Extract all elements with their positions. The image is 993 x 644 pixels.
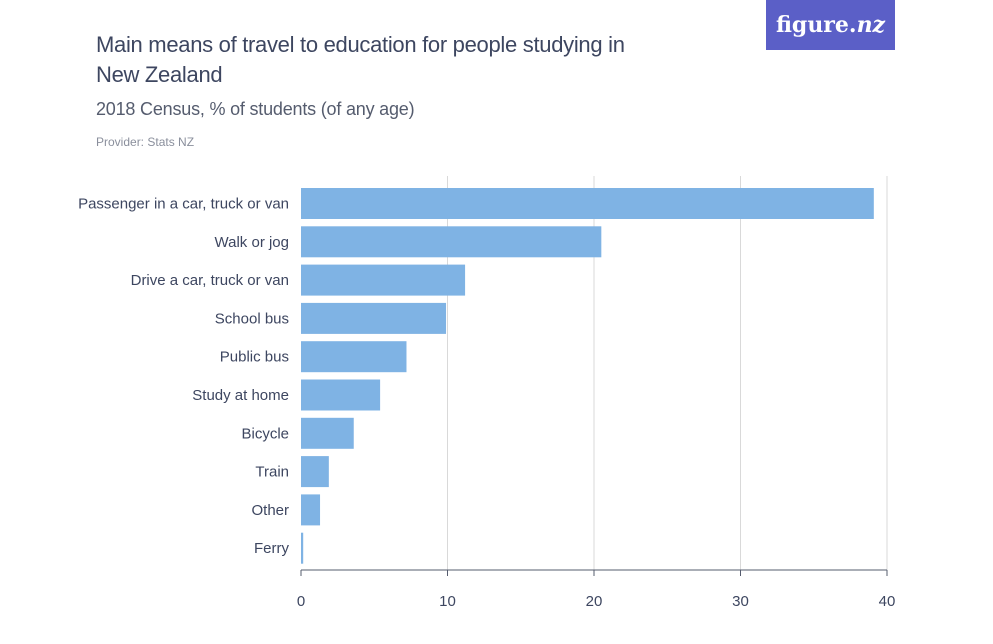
- category-labels: Passenger in a car, truck or van Walk or …: [78, 196, 289, 558]
- figure-nz-logo[interactable]: figure. nz: [766, 0, 895, 50]
- logo-text: figure.: [775, 12, 857, 38]
- category-label: Bicycle: [241, 425, 289, 442]
- logo-text-italic: nz: [856, 12, 886, 38]
- x-tick-label: 10: [439, 593, 456, 610]
- category-label: Other: [251, 502, 289, 519]
- bar[interactable]: [301, 341, 407, 373]
- bar[interactable]: [301, 226, 602, 258]
- x-tick-label: 30: [732, 593, 749, 610]
- category-label: Walk or jog: [215, 234, 289, 251]
- x-axis: 0 10 20 30 40: [297, 569, 896, 610]
- category-label: Public bus: [220, 349, 289, 366]
- bar[interactable]: [301, 188, 874, 219]
- category-label: Passenger in a car, truck or van: [78, 196, 289, 213]
- bar[interactable]: [301, 456, 329, 488]
- bar[interactable]: [301, 302, 447, 334]
- x-tick-label: 40: [879, 593, 896, 610]
- chart-subtitle: 2018 Census, % of students (of any age): [96, 99, 415, 119]
- bar[interactable]: [301, 379, 381, 411]
- category-label: Ferry: [254, 540, 289, 557]
- chart-title: Main means of travel to education for pe…: [96, 32, 625, 87]
- bars: [301, 188, 874, 564]
- bar[interactable]: [301, 532, 304, 564]
- bar[interactable]: [301, 494, 321, 526]
- category-label: Drive a car, truck or van: [131, 272, 289, 289]
- x-tick-label: 20: [586, 593, 603, 610]
- category-label: Study at home: [192, 387, 289, 404]
- x-tick-label: 0: [297, 593, 305, 610]
- category-label: Train: [255, 464, 289, 481]
- provider-label: Provider: Stats NZ: [96, 135, 195, 149]
- bar[interactable]: [301, 264, 466, 296]
- bar[interactable]: [301, 417, 354, 449]
- category-label: School bus: [215, 310, 289, 327]
